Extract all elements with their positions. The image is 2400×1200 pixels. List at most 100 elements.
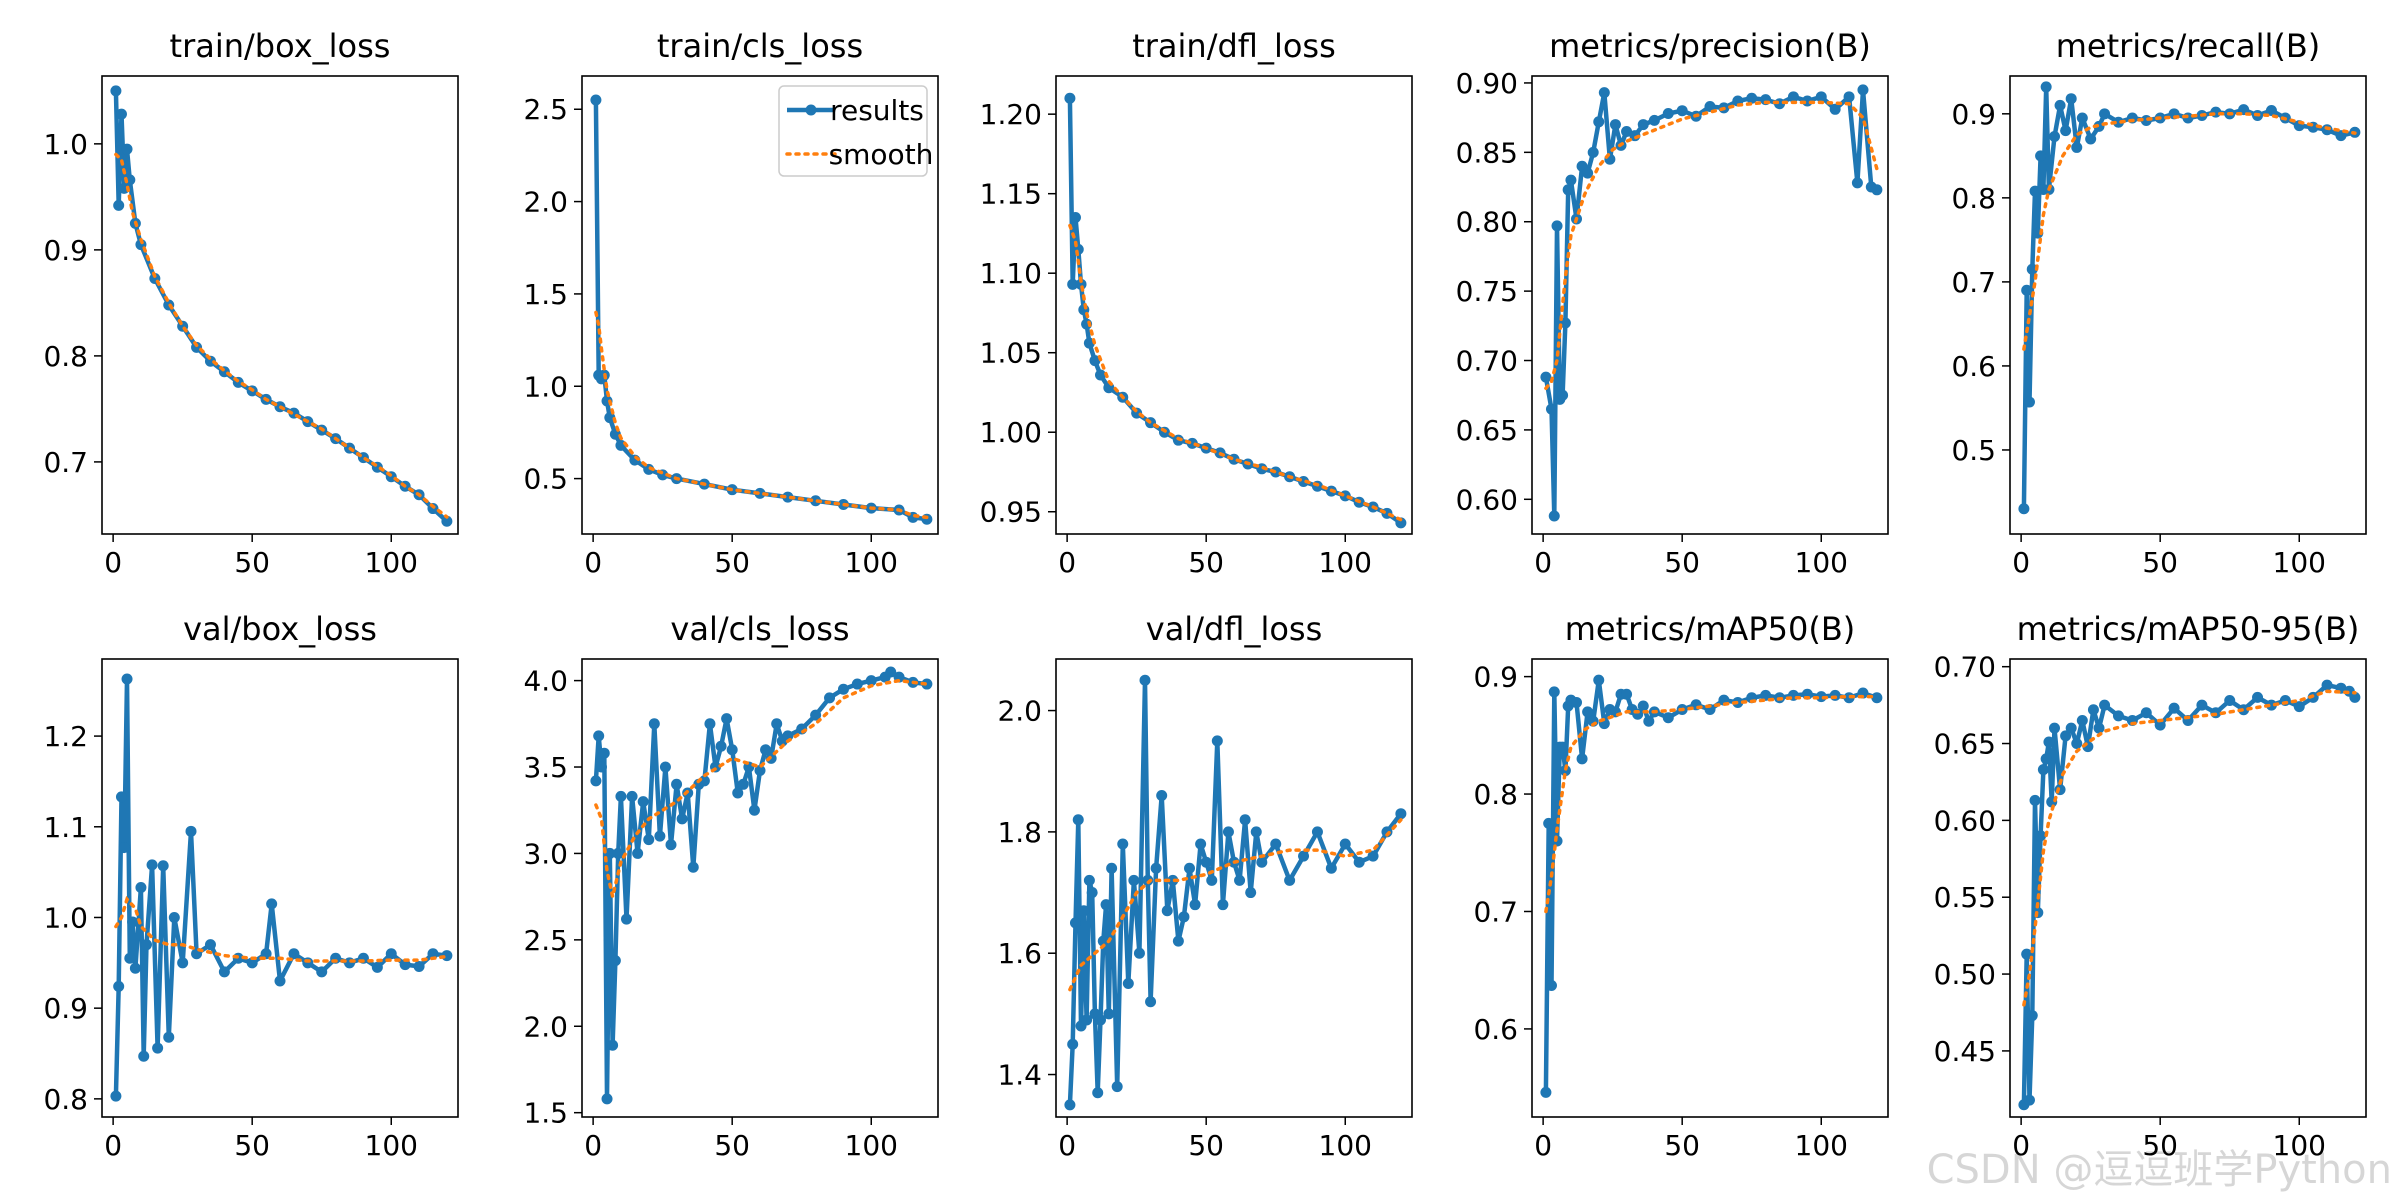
watermark-text: CSDN @逗逗班学Python bbox=[1927, 1147, 2392, 1193]
results-point bbox=[118, 842, 130, 854]
results-point bbox=[168, 911, 180, 923]
chart-panel-9: metrics/mAP50-95(B) 0 50 100 0.45 0.50 0.55 0.6… bbox=[1934, 610, 2367, 1162]
axes-frame bbox=[1055, 658, 1413, 1118]
results-point bbox=[1189, 899, 1201, 911]
results-point bbox=[715, 740, 727, 752]
results-point bbox=[1395, 808, 1407, 820]
results-point bbox=[1106, 862, 1118, 874]
results-point bbox=[754, 764, 766, 776]
y-tick-label: 1.8 bbox=[997, 816, 1042, 849]
chart-title: metrics/mAP50-95(B) bbox=[2017, 610, 2360, 648]
results-line bbox=[1067, 677, 1403, 1106]
results-point bbox=[2065, 722, 2077, 734]
results-point bbox=[113, 980, 125, 992]
y-tick-label: 4.0 bbox=[523, 665, 568, 698]
results-point bbox=[1543, 817, 1555, 829]
results-point bbox=[2060, 730, 2072, 742]
results-point bbox=[1598, 87, 1610, 99]
results-point bbox=[1133, 947, 1145, 959]
results-point bbox=[2335, 130, 2347, 142]
results-point bbox=[2049, 722, 2060, 734]
results-point bbox=[110, 85, 122, 97]
y-tick-label: 0.75 bbox=[1456, 275, 1518, 308]
chart-title: val/dfl_loss bbox=[1146, 610, 1323, 648]
x-tick-label: 50 bbox=[714, 1129, 750, 1162]
results-point bbox=[1787, 91, 1799, 103]
results-point bbox=[2265, 699, 2277, 711]
results-point bbox=[2140, 707, 2152, 719]
chart-panel-6: val/cls_loss 0 50 100 1.5 2.0 2.5 3.0 3.5 4.0 bbox=[523, 610, 939, 1162]
results-point bbox=[732, 787, 744, 799]
x-tick-label: 0 bbox=[1058, 1129, 1076, 1162]
results-point bbox=[2093, 722, 2105, 734]
results-point bbox=[1142, 874, 1154, 886]
chart-title: metrics/mAP50(B) bbox=[1565, 610, 1856, 648]
results-point bbox=[441, 515, 453, 527]
y-tick-label: 1.20 bbox=[980, 98, 1042, 131]
chart-panel-3: metrics/precision(B) 0 50 100 0.60 0.65 0.70 0.… bbox=[1456, 27, 1889, 579]
y-tick-label: 1.0 bbox=[43, 128, 88, 161]
smooth-line bbox=[114, 895, 449, 963]
results-point bbox=[2321, 679, 2333, 691]
axes-frame bbox=[2009, 75, 2367, 535]
results-point bbox=[115, 108, 127, 120]
results-point bbox=[2037, 764, 2049, 776]
y-tick-label: 0.50 bbox=[1934, 958, 1996, 991]
results-point bbox=[1100, 899, 1112, 911]
y-tick-label: 1.10 bbox=[980, 257, 1042, 290]
results-point bbox=[1851, 177, 1863, 189]
y-tick-label: 3.0 bbox=[523, 837, 568, 870]
results-point bbox=[604, 412, 616, 424]
results-point bbox=[1829, 689, 1841, 701]
results-point bbox=[302, 957, 314, 969]
plot-area bbox=[1064, 92, 1407, 529]
results-point bbox=[2026, 1010, 2038, 1022]
results-point bbox=[632, 847, 644, 859]
results-point bbox=[601, 1093, 613, 1105]
y-tick-label: 2.5 bbox=[523, 93, 568, 126]
x-tick-label: 50 bbox=[2142, 546, 2178, 579]
y-tick-label: 0.5 bbox=[523, 463, 568, 496]
results-point bbox=[1609, 119, 1621, 131]
results-point bbox=[676, 813, 688, 825]
plot-area bbox=[110, 673, 453, 1102]
results-point bbox=[643, 463, 655, 475]
results-point bbox=[2252, 691, 2264, 703]
results-point bbox=[1200, 856, 1212, 868]
results-point bbox=[2349, 691, 2361, 703]
results-point bbox=[177, 957, 189, 969]
plot-area bbox=[1064, 674, 1407, 1111]
x-tick-label: 50 bbox=[2142, 1129, 2178, 1162]
results-point bbox=[113, 199, 125, 211]
smooth-line bbox=[1068, 818, 1403, 992]
results-point bbox=[1256, 856, 1268, 868]
results-point bbox=[1111, 1081, 1123, 1093]
results-point bbox=[1298, 850, 1310, 862]
results-point bbox=[590, 94, 602, 106]
axes-frame bbox=[101, 658, 459, 1118]
results-point bbox=[266, 898, 278, 910]
y-tick-label: 1.0 bbox=[523, 370, 568, 403]
y-tick-label: 0.9 bbox=[1951, 98, 1996, 131]
results-point bbox=[1064, 92, 1076, 104]
results-point bbox=[1676, 105, 1688, 117]
results-point bbox=[654, 830, 666, 842]
results-point bbox=[1746, 92, 1758, 104]
results-point bbox=[2040, 81, 2052, 93]
results-point bbox=[121, 143, 133, 155]
y-tick-label: 0.9 bbox=[43, 234, 88, 267]
results-point bbox=[2029, 185, 2041, 197]
results-point bbox=[1559, 317, 1571, 329]
y-tick-label: 0.60 bbox=[1456, 483, 1518, 516]
results-point bbox=[1103, 1008, 1115, 1020]
chart-title: train/cls_loss bbox=[657, 27, 863, 65]
results-point bbox=[1760, 689, 1772, 701]
results-point bbox=[1064, 1099, 1076, 1111]
results-point bbox=[371, 961, 383, 973]
x-tick-label: 50 bbox=[714, 546, 750, 579]
y-tick-label: 0.8 bbox=[1951, 182, 1996, 215]
results-point bbox=[2112, 116, 2124, 128]
results-point bbox=[1637, 700, 1649, 712]
results-point bbox=[1081, 1014, 1093, 1026]
results-point bbox=[609, 955, 621, 967]
